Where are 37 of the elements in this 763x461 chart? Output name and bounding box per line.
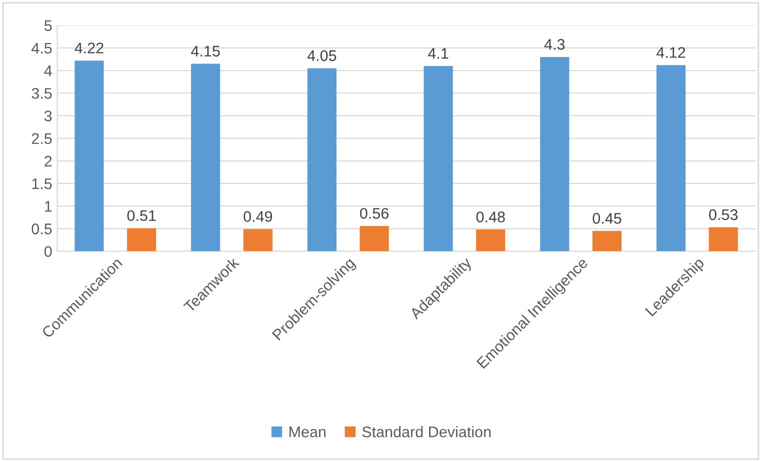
data-label: 0.45 [592, 212, 622, 224]
y-tick-label: 1.5 [32, 178, 52, 190]
y-tick-label: 4.5 [31, 42, 52, 54]
y-tick-label: 3.5 [32, 88, 52, 99]
y-tick-label: 2.5 [32, 133, 52, 144]
bar [476, 230, 506, 252]
data-label: 4.3 [544, 38, 565, 50]
bar [424, 66, 453, 252]
data-label: 0.56 [360, 208, 388, 219]
bar [307, 68, 336, 252]
bar [243, 229, 272, 252]
data-label: 4.22 [74, 42, 104, 54]
y-tick-label: 5 [44, 20, 52, 32]
bar [360, 226, 389, 252]
bar [592, 230, 622, 252]
bar [74, 60, 104, 252]
data-label: 4.1 [428, 48, 448, 59]
bar [127, 228, 156, 252]
y-tick-label: 1 [45, 201, 52, 212]
y-tick-label: 0.5 [32, 224, 52, 234]
data-label: 0.49 [244, 211, 272, 222]
legend-label: Standard Deviation [362, 426, 491, 438]
y-tick-label: 2 [44, 156, 52, 166]
data-label: 4.12 [656, 47, 686, 58]
bar [708, 227, 738, 252]
data-label: 0.53 [709, 209, 738, 220]
y-tick-label: 0 [44, 246, 52, 257]
data-label: 0.48 [476, 212, 505, 222]
bar [540, 56, 570, 252]
bar [656, 65, 686, 252]
data-label: 4.05 [307, 50, 336, 62]
bar [191, 64, 220, 252]
y-tick-label: 4 [44, 66, 52, 76]
data-label: 0.51 [127, 210, 156, 222]
legend-label: Mean [290, 426, 326, 438]
data-label: 4.15 [191, 46, 220, 57]
y-tick-label: 3 [44, 110, 52, 122]
